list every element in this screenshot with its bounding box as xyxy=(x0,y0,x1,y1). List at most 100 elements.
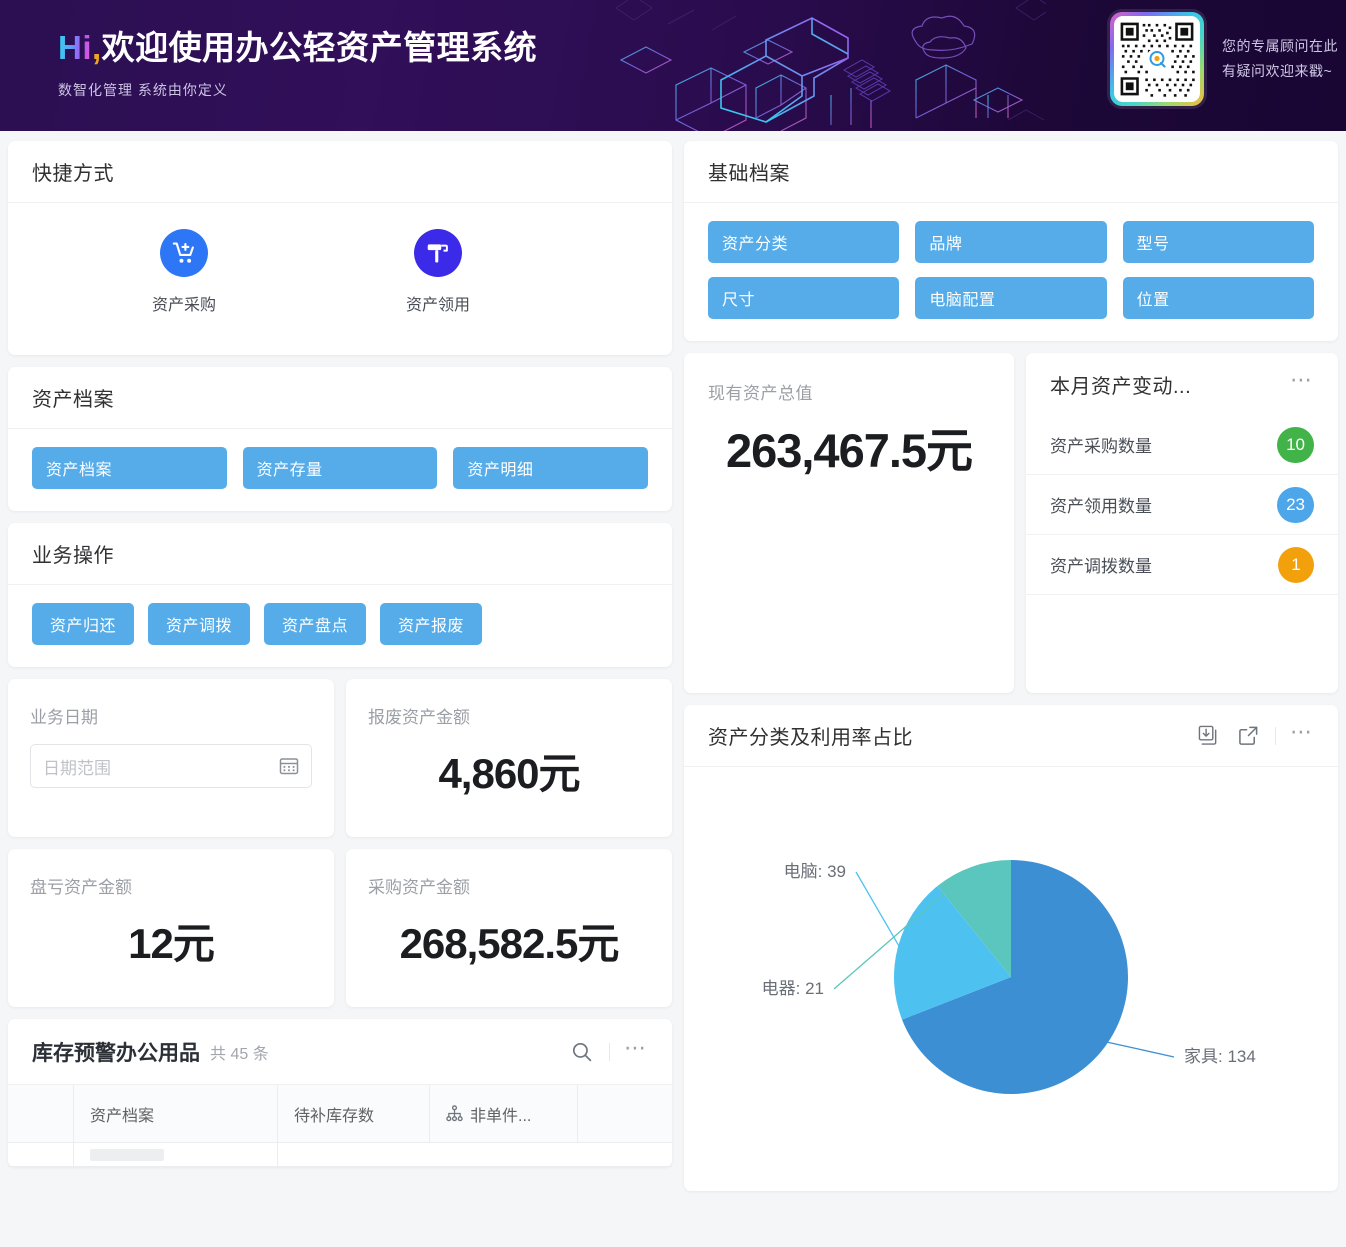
purchase-amount-value: 268,582.5元 xyxy=(399,920,620,967)
pie-chart-area: 家具: 134 电脑: 39 电器: 21 xyxy=(684,767,1338,1190)
monthly-change-row-transfer[interactable]: 资产调拨数量 1 xyxy=(1026,535,1338,595)
shortcuts-title: 快捷方式 xyxy=(32,163,114,185)
operation-button-3[interactable]: 资产报废 xyxy=(380,603,483,645)
scrapped-amount-value: 4,860元 xyxy=(438,750,580,797)
welcome-banner: Hi,欢迎使用办公轻资产管理系统 数智化管理 系统由你定义 xyxy=(0,0,1346,131)
asset-archive-button-0[interactable]: 资产档案 xyxy=(32,447,227,489)
page-title: Hi,欢迎使用办公轻资产管理系统 xyxy=(58,26,537,70)
shortcuts-card-header: 快捷方式 xyxy=(8,141,672,203)
isometric-city-illustration xyxy=(616,0,1046,131)
shortcuts-list: 资产采购 资产领用 xyxy=(8,203,672,355)
pie-slice[interactable] xyxy=(894,885,1011,1020)
chart-card-header: 资产分类及利用率占比 xyxy=(684,705,1338,767)
basic-archive-button-4[interactable]: 电脑配置 xyxy=(915,277,1107,319)
monthly-change-row-purchase[interactable]: 资产采购数量 10 xyxy=(1026,415,1338,475)
basic-archive-button-2[interactable]: 型号 xyxy=(1122,221,1314,263)
asset-archive-title: 资产档案 xyxy=(32,389,114,411)
inventory-table-title: 库存预警办公用品 xyxy=(32,1041,200,1065)
loss-amount-value: 12元 xyxy=(128,920,215,967)
left-column: 快捷方式 资产采购 xyxy=(8,141,672,1191)
date-range-input[interactable]: 日期范围 xyxy=(30,744,312,788)
basic-archive-buttons: 资产分类 品牌 型号 尺寸 电脑配置 位置 xyxy=(684,203,1338,341)
qr-logo-icon xyxy=(1149,51,1166,68)
table-column-extra xyxy=(578,1085,672,1142)
basic-archive-button-0[interactable]: 资产分类 xyxy=(708,221,900,263)
table-column-checkbox[interactable] xyxy=(8,1085,74,1142)
loss-amount-label: 盘亏资产金额 xyxy=(30,878,132,897)
calendar-icon[interactable] xyxy=(279,756,299,776)
loading-placeholder xyxy=(90,1148,164,1161)
ellipsis-icon[interactable]: ⋯ xyxy=(1290,718,1314,744)
scrapped-amount-tile: 报废资产金额 4,860元 xyxy=(346,679,672,837)
qr-pattern xyxy=(1120,22,1195,97)
asset-archive-card: 资产档案 资产档案 资产存量 资产明细 xyxy=(8,367,672,511)
monthly-change-title: 本月资产变动... xyxy=(1050,375,1192,398)
save-icon[interactable] xyxy=(1195,723,1221,749)
banner-subtitle: 数智化管理 系统由你定义 xyxy=(58,82,228,98)
monthly-change-row-receive[interactable]: 资产领用数量 23 xyxy=(1026,475,1338,535)
date-range-placeholder: 日期范围 xyxy=(43,758,111,778)
pie-slice[interactable] xyxy=(902,859,1128,1094)
summary-row: 现有资产总值 263,467.5元 本月资产变动... ⋯ 资产采购数量 10 … xyxy=(684,353,1338,693)
scrapped-amount-label: 报废资产金额 xyxy=(368,708,470,727)
pie-slice-label: 家具: 134 xyxy=(1184,1047,1256,1066)
basic-archive-header: 基础档案 xyxy=(684,141,1338,203)
paint-roller-icon-circle xyxy=(414,229,462,277)
shortcut-asset-receive[interactable]: 资产领用 xyxy=(360,229,516,315)
shortcuts-card: 快捷方式 资产采购 xyxy=(8,141,672,355)
shortcut-label: 资产采购 xyxy=(151,297,216,314)
table-cell-checkbox[interactable] xyxy=(8,1143,74,1166)
qr-code-icon[interactable] xyxy=(1110,12,1204,106)
inventory-table-column-headers: 资产档案 待补库存数 非单件... xyxy=(8,1085,672,1143)
dashboard-body: 快捷方式 资产采购 xyxy=(0,131,1346,1191)
monthly-change-label: 资产采购数量 xyxy=(1050,437,1152,456)
asset-category-chart-card: 资产分类及利用率占比 xyxy=(684,705,1338,1191)
right-column: 基础档案 资产分类 品牌 型号 尺寸 电脑配置 位置 现有资产总值 263,46… xyxy=(684,141,1338,1191)
total-asset-value-card: 现有资产总值 263,467.5元 xyxy=(684,353,1014,693)
inventory-warning-card: 库存预警办公用品 共 45 条 ⋯ 资产档案 待补库存数 xyxy=(8,1019,672,1167)
inventory-table-header: 库存预警办公用品 共 45 条 ⋯ xyxy=(8,1019,672,1085)
search-icon[interactable] xyxy=(569,1039,595,1065)
asset-archive-buttons: 资产档案 资产存量 资产明细 xyxy=(8,429,672,511)
pie-slice[interactable] xyxy=(937,859,1011,977)
ellipsis-icon[interactable]: ⋯ xyxy=(624,1034,648,1060)
operation-button-0[interactable]: 资产归还 xyxy=(32,603,135,645)
table-column-non-single[interactable]: 非单件... xyxy=(430,1085,578,1142)
asset-archive-button-1[interactable]: 资产存量 xyxy=(242,447,438,489)
qr-caption-line-1: 您的专属顾问在此 xyxy=(1222,38,1338,54)
status-badge: 10 xyxy=(1277,426,1314,463)
operations-card: 业务操作 资产归还 资产调拨 资产盘点 资产报废 xyxy=(8,523,672,667)
basic-archive-card: 基础档案 资产分类 品牌 型号 尺寸 电脑配置 位置 xyxy=(684,141,1338,341)
shortcut-asset-purchase[interactable]: 资产采购 xyxy=(106,229,262,315)
operation-button-2[interactable]: 资产盘点 xyxy=(264,603,367,645)
asset-archive-header: 资产档案 xyxy=(8,367,672,429)
basic-archive-button-1[interactable]: 品牌 xyxy=(915,221,1107,263)
table-column-restock-count[interactable]: 待补库存数 xyxy=(278,1085,430,1142)
table-row[interactable] xyxy=(8,1143,672,1167)
table-column-asset-archive[interactable]: 资产档案 xyxy=(74,1085,278,1142)
asset-archive-button-2[interactable]: 资产明细 xyxy=(453,447,648,489)
basic-archive-title: 基础档案 xyxy=(708,163,790,185)
basic-archive-button-5[interactable]: 位置 xyxy=(1122,277,1314,319)
pie-leader-line xyxy=(855,871,901,948)
purchase-amount-label: 采购资产金额 xyxy=(368,878,470,897)
asset-category-pie-chart[interactable]: 家具: 134 电脑: 39 电器: 21 xyxy=(691,779,1331,1179)
chart-title: 资产分类及利用率占比 xyxy=(708,727,913,749)
ellipsis-icon[interactable]: ⋯ xyxy=(1290,367,1314,392)
monthly-change-card: 本月资产变动... ⋯ 资产采购数量 10 资产领用数量 23 资产调拨数量 1 xyxy=(1026,353,1338,693)
inventory-record-count: 共 45 条 xyxy=(210,1045,269,1063)
status-badge: 1 xyxy=(1278,546,1314,583)
loss-amount-tile: 盘亏资产金额 12元 xyxy=(8,849,334,1007)
shortcut-label: 资产领用 xyxy=(405,297,470,314)
divider xyxy=(609,1042,610,1061)
monthly-change-header: 本月资产变动... ⋯ xyxy=(1026,353,1338,415)
operations-buttons: 资产归还 资产调拨 资产盘点 资产报废 xyxy=(8,585,672,667)
qr-consultant-block: 您的专属顾问在此 有疑问欢迎来戳~ xyxy=(1110,12,1338,106)
monthly-change-label: 资产调拨数量 xyxy=(1050,557,1152,576)
basic-archive-button-3[interactable]: 尺寸 xyxy=(708,277,900,319)
hierarchy-icon xyxy=(446,1105,463,1122)
qr-caption: 您的专属顾问在此 有疑问欢迎来戳~ xyxy=(1222,34,1338,84)
table-cell-asset-archive xyxy=(74,1143,278,1166)
external-link-icon[interactable] xyxy=(1235,723,1261,749)
operation-button-1[interactable]: 资产调拨 xyxy=(148,603,251,645)
